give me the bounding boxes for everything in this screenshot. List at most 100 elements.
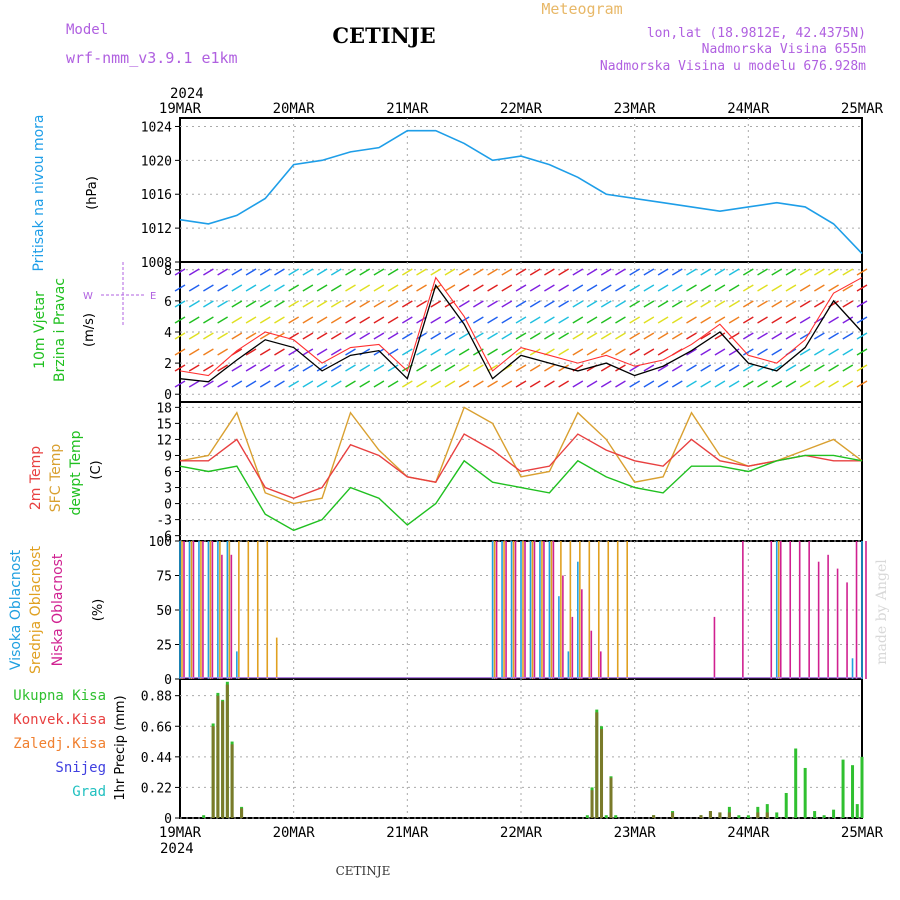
wind-arrow — [742, 380, 754, 388]
wind-arrow — [615, 364, 626, 372]
wind-arrow — [856, 284, 868, 292]
wind-arrow — [842, 380, 854, 388]
wind-arrow — [458, 284, 470, 292]
product-title: Meteogram — [541, 0, 622, 18]
wind-arrow — [274, 316, 285, 324]
wind-arrow — [217, 332, 228, 340]
precip-total-bar — [737, 815, 741, 818]
wind-arrow — [799, 348, 811, 356]
station-title: CETINJE — [332, 23, 435, 48]
wind-arrow — [203, 268, 214, 276]
wind-arrow — [600, 316, 612, 324]
wind-arrow — [174, 268, 186, 276]
wind-arrow — [529, 284, 541, 292]
precip-legend-item: Ukupna Kisa — [13, 688, 106, 704]
wind-arrow — [401, 268, 413, 276]
date-label-top: 22MAR — [500, 101, 543, 117]
wind-arrow — [629, 284, 641, 292]
wind-arrow — [188, 364, 200, 372]
wind-arrow — [316, 332, 328, 340]
wind-arrow — [458, 300, 470, 308]
temp-ytick-label: 18 — [156, 401, 172, 416]
pressure-ytick-label: 1012 — [141, 222, 172, 237]
wind-arrow — [586, 300, 598, 308]
wind-arrow — [430, 380, 442, 388]
wind-arrow — [615, 300, 626, 308]
wind-arrow — [629, 380, 641, 388]
precip-conv-bar — [609, 777, 613, 818]
wind-arrow — [444, 284, 456, 292]
wind-arrow — [387, 284, 399, 292]
wind-arrow — [558, 316, 569, 324]
cloud-unit: (%) — [91, 599, 106, 622]
wind-arrow — [814, 284, 825, 292]
compass-e: E — [150, 291, 156, 302]
wind-arrow — [188, 284, 200, 292]
precip-conv-bar — [590, 790, 594, 818]
wind-arrow — [316, 300, 328, 308]
wind-arrow — [856, 364, 868, 372]
wind-arrow — [245, 316, 257, 324]
wind-arrow — [671, 284, 683, 292]
cloud-mid-label: Srednja Oblacnost — [28, 546, 44, 674]
wind-arrow — [544, 332, 555, 340]
wind-arrow — [444, 364, 456, 372]
wind-arrow — [600, 380, 612, 388]
wind-arrow — [217, 348, 228, 356]
cloud-ytick-label: 0 — [164, 673, 172, 688]
precip-total-bar — [855, 804, 859, 818]
wind-arrow — [444, 316, 456, 324]
date-label-top: 24MAR — [727, 101, 770, 117]
wind-arrow — [416, 364, 427, 372]
wind-arrow — [259, 332, 271, 340]
wind-arrow — [174, 284, 186, 292]
wind-arrow — [714, 268, 726, 276]
wind-arrow — [416, 300, 427, 308]
wind-arrow — [259, 268, 271, 276]
wind-arrow — [430, 364, 442, 372]
precip-total-bar — [604, 815, 608, 818]
wind-arrow — [671, 380, 683, 388]
wind-arrow — [416, 348, 427, 356]
wind-arrow — [856, 380, 868, 388]
wind-arrow — [714, 332, 726, 340]
wind-arrow — [828, 348, 839, 356]
wind-arrow — [529, 268, 541, 276]
wind-arrow — [217, 364, 228, 372]
wind-arrow — [245, 300, 257, 308]
wind-arrow — [700, 284, 712, 292]
wind-ytick-label: 0 — [164, 388, 172, 403]
date-label-top: 23MAR — [614, 101, 657, 117]
wind-arrow — [814, 332, 825, 340]
wind-arrow — [416, 284, 427, 292]
wind-arrow — [487, 316, 498, 324]
wind-arrow — [544, 316, 555, 324]
wind-arrow — [643, 268, 655, 276]
wind-arrow — [785, 300, 797, 308]
precip-total-bar — [851, 765, 855, 818]
wind-arrow — [501, 332, 513, 340]
year-bottom: 2024 — [160, 841, 194, 857]
wind-arrow — [302, 380, 314, 388]
wind-arrow — [345, 332, 356, 340]
wind-speed-line — [179, 283, 863, 383]
precip-legend-item: Zaledj.Kisa — [13, 736, 106, 752]
precip-conv-bar — [756, 812, 760, 818]
precip-conv-bar — [230, 744, 234, 818]
wind-arrow — [629, 332, 641, 340]
precip-frame — [179, 678, 863, 819]
wind-arrow — [345, 316, 356, 324]
wind-arrow — [686, 316, 697, 324]
wind-arrow — [316, 364, 328, 372]
wind-arrow — [458, 364, 470, 372]
wind-arrow — [217, 268, 228, 276]
wind-arrow — [330, 380, 342, 388]
wind-arrow — [714, 348, 726, 356]
wind-arrow — [330, 332, 342, 340]
wind-arrow — [259, 380, 271, 388]
wind-arrows — [174, 268, 868, 388]
wind-arrow — [742, 332, 754, 340]
wind-arrow — [515, 348, 527, 356]
wind-arrow — [700, 348, 712, 356]
precip-conv-bar — [211, 726, 215, 818]
